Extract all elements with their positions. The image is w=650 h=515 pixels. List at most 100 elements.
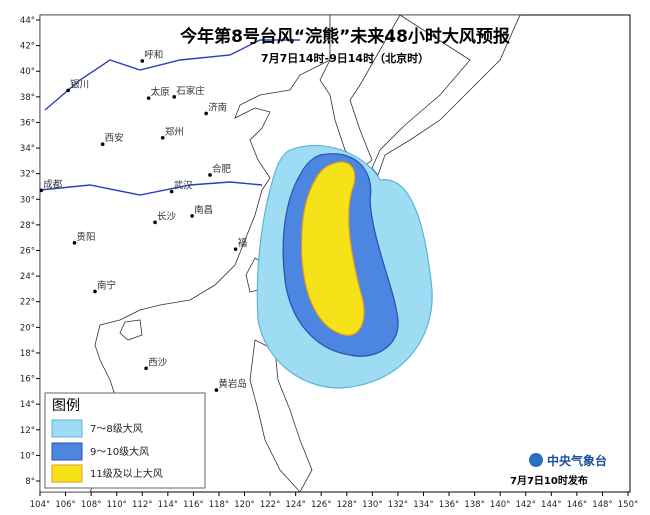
river bbox=[44, 39, 300, 111]
city-dot bbox=[208, 173, 212, 177]
legend-swatch bbox=[51, 442, 83, 461]
legend-item: 9～10级大风 bbox=[90, 445, 149, 458]
legend: 图例 7～8级大风 9～10级大风 11级及以上大风 bbox=[44, 392, 206, 489]
legend-item: 7～8级大风 bbox=[90, 422, 143, 435]
city-label: 石家庄 bbox=[176, 85, 205, 97]
lon-tick-label: 108° bbox=[81, 500, 101, 510]
city-label: 黄岩岛 bbox=[218, 378, 247, 390]
city-label: 西安 bbox=[105, 132, 124, 144]
lat-tick-label: 30° bbox=[20, 195, 35, 205]
city-label: 成都 bbox=[43, 178, 63, 190]
lon-tick-label: 116° bbox=[183, 500, 203, 510]
lat-tick-label: 34° bbox=[20, 144, 35, 154]
hainan bbox=[119, 319, 143, 341]
lat-tick-label: 24° bbox=[20, 272, 35, 282]
city-label: 武汉 bbox=[174, 180, 194, 192]
city-dot bbox=[160, 136, 165, 140]
lat-tick-label: 22° bbox=[20, 298, 35, 308]
city-dot bbox=[93, 289, 97, 294]
city-label: 贵阳 bbox=[77, 231, 96, 243]
city-dot bbox=[172, 95, 177, 99]
lat-tick-label: 14° bbox=[20, 400, 35, 410]
lat-tick-label: 18° bbox=[20, 349, 35, 359]
subtitle: 7月7日14时-9日14时（北京时） bbox=[261, 51, 429, 65]
ticks: 104° 106° 108° 110° 112° 114° 116° 118° 120° 122°… bbox=[20, 16, 638, 510]
lon-tick-label: 110° bbox=[106, 500, 126, 510]
lat-tick-label: 16° bbox=[20, 375, 35, 385]
city-label: 长沙 bbox=[157, 210, 177, 222]
city-dot bbox=[100, 142, 105, 147]
city-dot bbox=[153, 220, 157, 225]
agency: 中央气象台 bbox=[547, 453, 607, 468]
city-dot bbox=[169, 189, 174, 194]
city-dot bbox=[39, 188, 44, 193]
lon-tick-label: 136° bbox=[439, 500, 459, 510]
legend-swatch bbox=[51, 419, 83, 438]
city-dot bbox=[146, 96, 151, 100]
lat-tick-label: 10° bbox=[20, 451, 35, 461]
lon-tick-label: 114° bbox=[158, 500, 178, 510]
city-label: 南宁 bbox=[97, 279, 116, 291]
japan bbox=[371, 14, 521, 176]
lat-tick-label: 12° bbox=[20, 426, 35, 436]
city-label: 太原 bbox=[151, 86, 170, 98]
legend-title: 图例 bbox=[52, 398, 80, 414]
lat-tick-label: 28° bbox=[20, 221, 35, 231]
legend-swatch bbox=[51, 464, 83, 483]
lon-tick-label: 128° bbox=[337, 500, 357, 510]
title: 今年第8号台风“浣熊”未来48小时大风预报 bbox=[180, 26, 510, 47]
lon-tick-label: 122° bbox=[260, 500, 280, 510]
city-label: 济南 bbox=[208, 101, 227, 113]
city-dot bbox=[190, 214, 194, 218]
lon-tick-label: 134° bbox=[413, 500, 433, 510]
city-dot bbox=[233, 247, 238, 252]
city-label: 福 bbox=[238, 237, 248, 249]
lon-tick-label: 142° bbox=[515, 500, 535, 510]
lon-tick-label: 132° bbox=[388, 500, 408, 510]
lat-tick-label: 44° bbox=[20, 16, 35, 26]
lon-tick-label: 138° bbox=[464, 500, 484, 510]
issued: 7月7日10时发布 bbox=[510, 474, 588, 487]
city-dot bbox=[214, 388, 219, 392]
lon-tick-label: 140° bbox=[490, 500, 510, 510]
city-label: 南昌 bbox=[194, 204, 213, 216]
lon-tick-label: 144° bbox=[541, 500, 561, 510]
boundaries bbox=[39, 39, 300, 196]
city-dot bbox=[144, 366, 148, 371]
zone-11 bbox=[301, 161, 365, 336]
city-label: 郑州 bbox=[165, 126, 184, 138]
wind-zones bbox=[256, 144, 433, 389]
city-dot bbox=[72, 241, 77, 245]
lon-tick-label: 150° bbox=[618, 500, 638, 510]
philippines bbox=[249, 339, 313, 493]
lat-tick-label: 38° bbox=[20, 93, 35, 103]
lon-tick-label: 126° bbox=[311, 500, 331, 510]
lat-tick-label: 8° bbox=[25, 477, 35, 487]
lon-tick-label: 130° bbox=[362, 500, 382, 510]
city-dot bbox=[204, 111, 208, 116]
lat-tick-label: 32° bbox=[20, 170, 35, 180]
lat-tick-label: 40° bbox=[20, 67, 35, 77]
lon-tick-label: 146° bbox=[567, 500, 587, 510]
agency-logo bbox=[529, 453, 543, 467]
city-label: 银川 bbox=[70, 78, 89, 90]
land bbox=[39, 14, 521, 493]
city-label: 西沙 bbox=[148, 357, 168, 368]
lon-tick-label: 148° bbox=[592, 500, 612, 510]
lat-tick-label: 36° bbox=[20, 118, 35, 128]
city-label: 呼和 bbox=[144, 50, 163, 61]
river bbox=[39, 181, 263, 196]
lon-tick-label: 106° bbox=[55, 500, 75, 510]
lat-tick-label: 42° bbox=[20, 42, 35, 52]
city-label: 合肥 bbox=[212, 163, 232, 175]
lon-tick-label: 112° bbox=[132, 500, 152, 510]
city-dot bbox=[66, 88, 70, 93]
lon-tick-label: 118° bbox=[209, 500, 229, 510]
lon-tick-label: 104° bbox=[30, 500, 50, 510]
lon-tick-label: 124° bbox=[285, 500, 305, 510]
lat-tick-label: 26° bbox=[20, 247, 35, 257]
lat-tick-label: 20° bbox=[20, 323, 35, 333]
city-dot bbox=[140, 59, 145, 63]
